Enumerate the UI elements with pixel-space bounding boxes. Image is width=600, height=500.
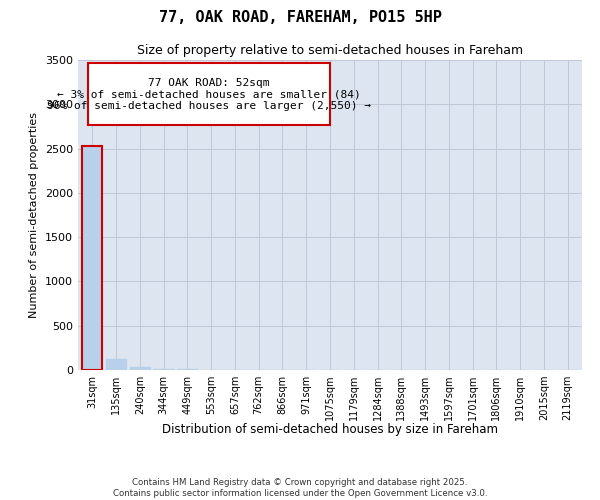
Bar [154,369,173,370]
FancyBboxPatch shape [88,63,330,125]
Text: 77 OAK ROAD: 52sqm
← 3% of semi-detached houses are smaller (84)
96% of semi-det: 77 OAK ROAD: 52sqm ← 3% of semi-detached… [47,78,371,110]
Text: Contains HM Land Registry data © Crown copyright and database right 2025.
Contai: Contains HM Land Registry data © Crown c… [113,478,487,498]
Bar [130,367,150,370]
Bar [82,146,103,370]
Bar [106,360,126,370]
Y-axis label: Number of semi-detached properties: Number of semi-detached properties [29,112,40,318]
Title: Size of property relative to semi-detached houses in Fareham: Size of property relative to semi-detach… [137,44,523,58]
X-axis label: Distribution of semi-detached houses by size in Fareham: Distribution of semi-detached houses by … [162,423,498,436]
Text: 77, OAK ROAD, FAREHAM, PO15 5HP: 77, OAK ROAD, FAREHAM, PO15 5HP [158,10,442,25]
